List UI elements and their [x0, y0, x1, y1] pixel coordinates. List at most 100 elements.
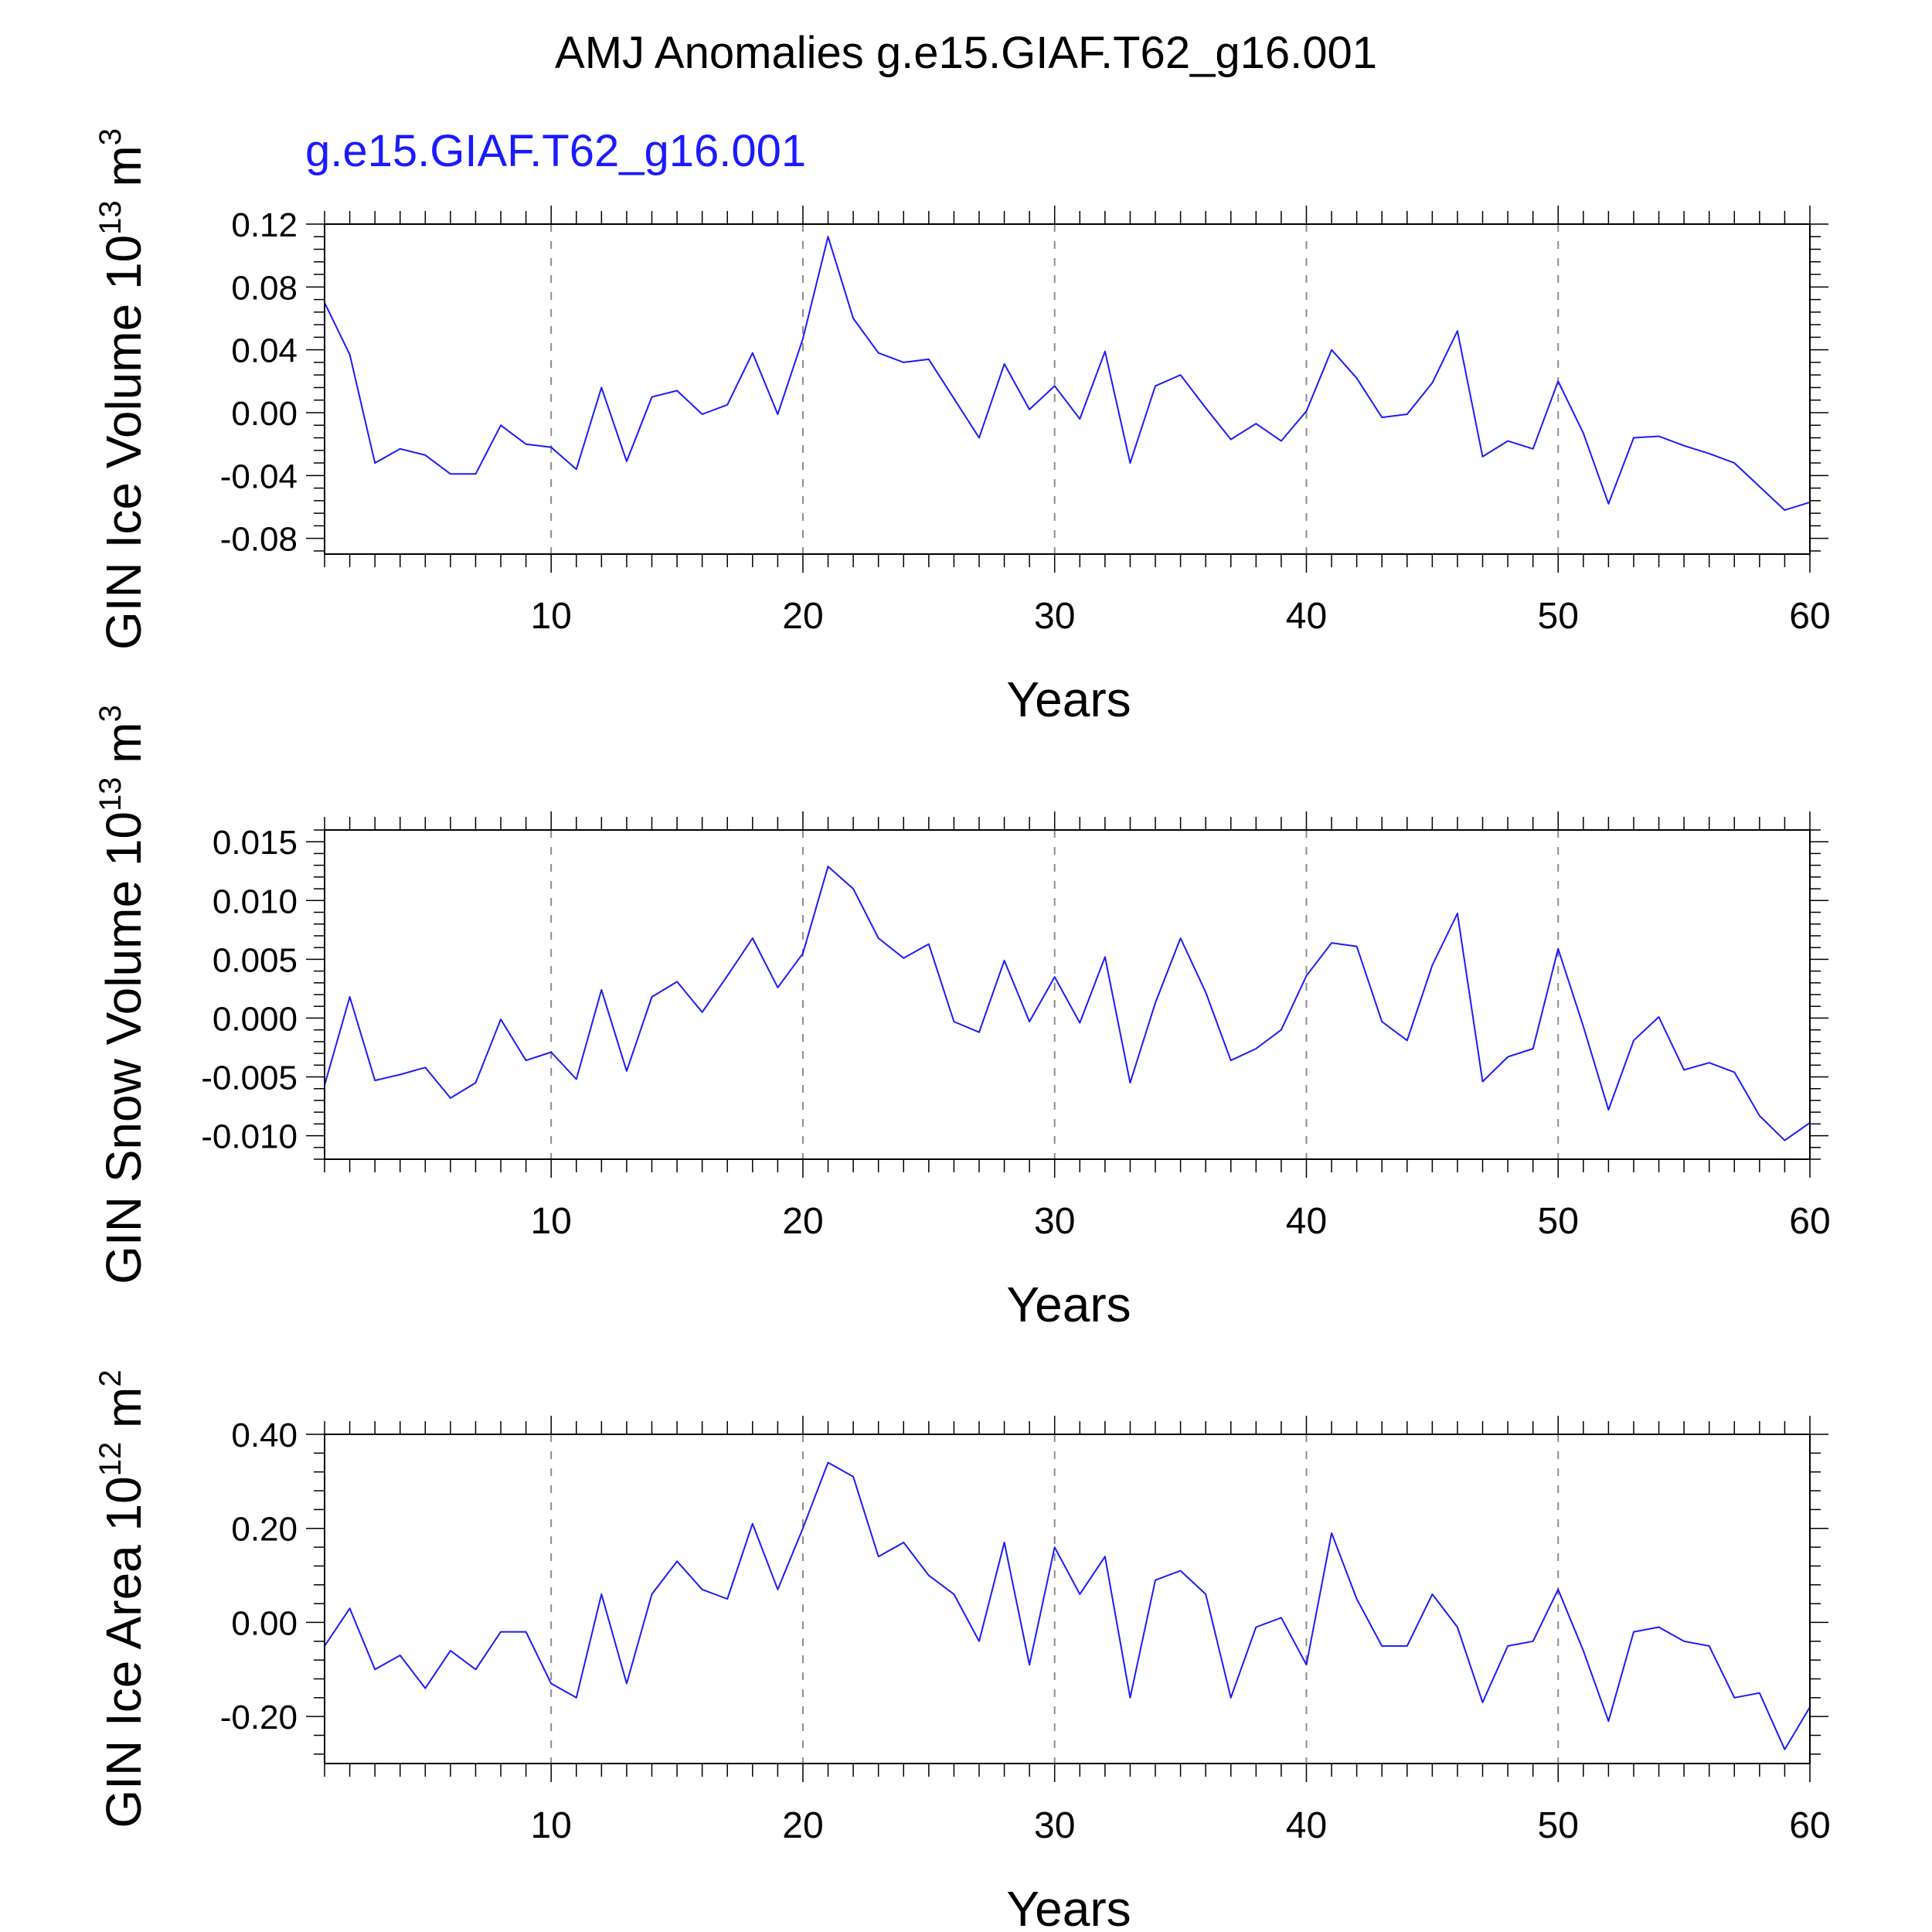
series-label: g.e15.GIAF.T62_g16.001 — [305, 126, 806, 176]
data-point — [1003, 362, 1006, 366]
data-point — [1003, 1541, 1006, 1544]
plot-frame — [324, 829, 1811, 1160]
data-point — [1406, 1645, 1409, 1648]
data-point — [1078, 417, 1081, 420]
x-tick-label: 30 — [1034, 596, 1075, 637]
y-axis-label-text: GIN Ice Area 10 — [96, 1476, 151, 1828]
data-point — [1783, 1139, 1786, 1142]
data-point — [902, 361, 905, 364]
data-point — [1607, 1719, 1610, 1723]
x-tick-label: 10 — [530, 1201, 571, 1242]
data-point — [927, 943, 930, 946]
x-tick-label: 60 — [1789, 596, 1830, 637]
data-point — [625, 1070, 628, 1073]
data-point — [1304, 410, 1308, 413]
data-point — [877, 937, 880, 940]
panels: -0.08 -0.04 0.00 0.04 0.08 0.12 10 20 30 40 50 60 Ye… — [94, 128, 1831, 1932]
data-point — [801, 1527, 804, 1530]
data-point — [1280, 440, 1283, 443]
data-point — [399, 1654, 402, 1657]
data-point — [1179, 937, 1182, 940]
data-point — [1430, 381, 1434, 384]
data-point — [1733, 1070, 1736, 1073]
data-point — [701, 1588, 704, 1591]
x-tick-label: 60 — [1789, 1805, 1830, 1846]
y-axis-label-exponent: 12 — [94, 1442, 128, 1477]
data-point — [600, 1593, 603, 1596]
x-tick-label: 40 — [1286, 1805, 1327, 1846]
data-point — [474, 1668, 477, 1671]
data-point — [525, 443, 528, 446]
data-point — [349, 995, 352, 998]
data-point — [1481, 455, 1485, 458]
data-point — [474, 1081, 477, 1084]
data-point — [952, 1593, 955, 1596]
data-point — [852, 887, 855, 890]
data-point — [978, 1031, 981, 1034]
data-point — [423, 1066, 427, 1069]
data-point — [1632, 1631, 1635, 1634]
data-point — [1532, 1640, 1535, 1643]
data-point — [801, 337, 804, 340]
y-axis-label-exponent: 13 — [94, 200, 128, 235]
data-point — [1582, 1649, 1585, 1652]
data-point — [978, 437, 981, 440]
x-axis-label: Years — [1006, 1277, 1131, 1332]
data-point — [978, 1640, 981, 1643]
y-tick-label: 0.015 — [213, 824, 298, 862]
data-point — [1658, 435, 1661, 438]
data-point — [1355, 945, 1359, 948]
x-tick-label: 20 — [782, 1805, 823, 1846]
data-point — [1733, 461, 1736, 464]
y-axis-label-text: GIN Ice Volume 10 — [96, 235, 151, 650]
data-point — [1380, 416, 1383, 419]
data-point — [1154, 384, 1157, 387]
data-point — [1456, 912, 1459, 915]
series-line — [324, 866, 1811, 1141]
data-point — [827, 865, 830, 868]
x-axis-label: Years — [1006, 672, 1131, 727]
data-point — [600, 988, 603, 992]
data-point — [675, 980, 679, 983]
data-point — [575, 1696, 578, 1699]
y-axis-label-unit-exponent: 3 — [94, 705, 128, 722]
data-point — [349, 1607, 352, 1610]
data-point — [902, 1541, 905, 1544]
data-point — [525, 1631, 528, 1634]
data-point — [373, 1079, 376, 1082]
data-point — [1708, 1645, 1711, 1648]
data-point — [1128, 1696, 1131, 1699]
data-point — [1733, 1696, 1736, 1699]
data-point — [1330, 1532, 1333, 1535]
data-point — [1607, 1108, 1610, 1111]
y-tick-label: 0.08 — [231, 269, 298, 307]
data-point — [1230, 1696, 1233, 1699]
y-axis-label-unit-exponent: 3 — [94, 128, 128, 145]
data-point — [1104, 955, 1107, 958]
data-point — [1783, 509, 1786, 512]
data-point — [449, 1649, 452, 1652]
data-point — [1481, 1080, 1485, 1083]
data-point — [1481, 1701, 1485, 1704]
data-point — [726, 403, 729, 406]
data-point — [1053, 1546, 1056, 1549]
data-point — [1204, 406, 1207, 410]
data-point — [701, 413, 704, 416]
data-point — [1053, 384, 1056, 387]
data-point — [549, 446, 553, 449]
data-point — [1355, 376, 1359, 379]
panel-3: -0.20 0.00 0.20 0.40 10 20 30 40 50 60 Years GIN Ic… — [94, 1369, 1831, 1932]
data-point — [1582, 431, 1585, 434]
data-point — [399, 1073, 402, 1076]
data-point — [1430, 1593, 1434, 1596]
data-point — [902, 957, 905, 960]
y-tick-label: 0.40 — [231, 1417, 298, 1454]
data-point — [1128, 1081, 1131, 1084]
data-point — [449, 472, 452, 475]
x-tick-label: 50 — [1538, 596, 1579, 637]
data-point — [852, 317, 855, 320]
data-point — [1532, 1047, 1535, 1050]
data-point — [349, 353, 352, 356]
data-point — [1104, 350, 1107, 353]
